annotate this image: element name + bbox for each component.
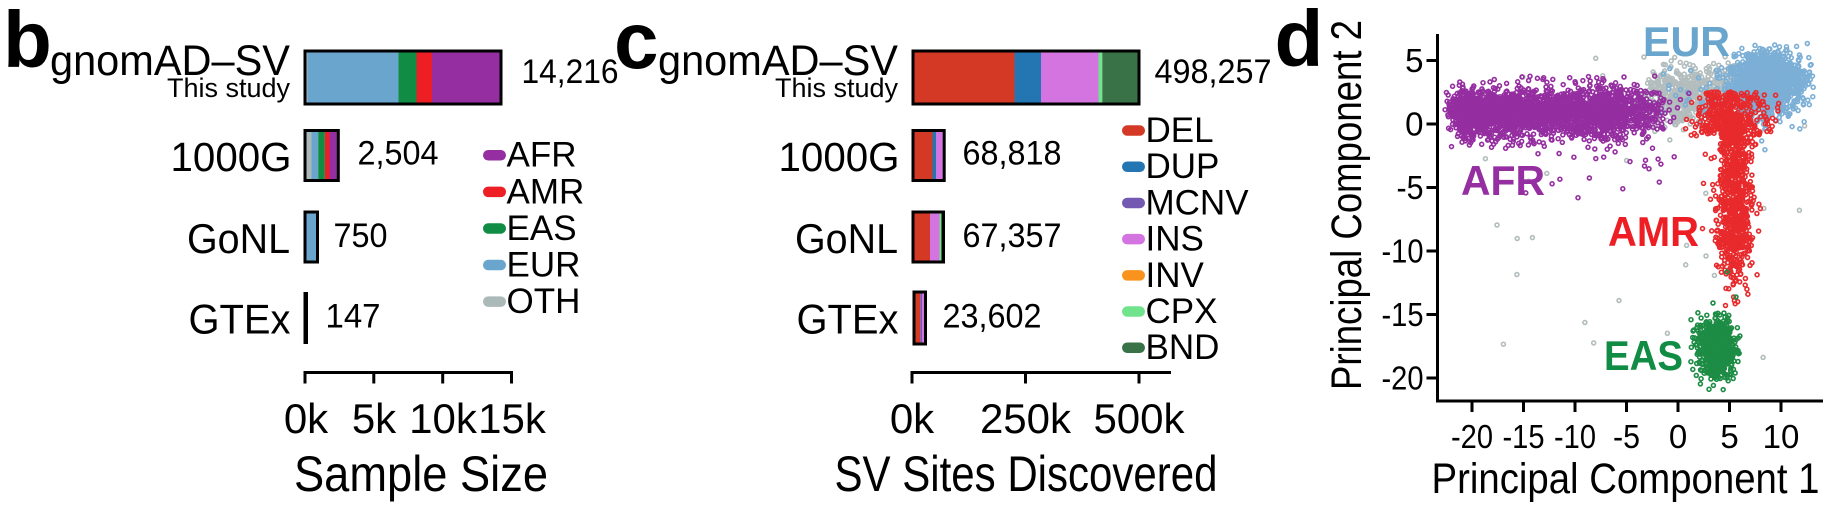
svg-text:5: 5: [1720, 418, 1738, 455]
svg-text:14,216: 14,216: [522, 53, 619, 91]
svg-text:500k: 500k: [1093, 395, 1185, 442]
svg-text:MCNV: MCNV: [1146, 183, 1250, 222]
svg-text:23,602: 23,602: [943, 298, 1042, 336]
svg-text:AMR: AMR: [507, 172, 585, 211]
svg-text:750: 750: [334, 217, 388, 255]
svg-text:SV Sites Discovered: SV Sites Discovered: [835, 446, 1218, 502]
svg-text:-10: -10: [1382, 233, 1424, 270]
svg-text:CPX: CPX: [1146, 292, 1218, 331]
svg-text:-15: -15: [1382, 296, 1424, 333]
svg-text:Sample Size: Sample Size: [294, 446, 548, 502]
svg-text:15k: 15k: [478, 395, 547, 442]
svg-text:250k: 250k: [980, 395, 1072, 442]
svg-text:GoNL: GoNL: [795, 215, 898, 262]
svg-text:1000G: 1000G: [779, 134, 900, 180]
svg-text:DEL: DEL: [1146, 111, 1214, 150]
svg-text:INV: INV: [1146, 256, 1205, 295]
svg-text:0: 0: [1405, 106, 1423, 143]
svg-text:Principal Component 1: Principal Component 1: [1432, 455, 1820, 502]
svg-text:c: c: [614, 0, 659, 85]
svg-text:b: b: [3, 0, 52, 84]
svg-text:67,357: 67,357: [963, 217, 1062, 255]
svg-text:-20: -20: [1451, 418, 1493, 455]
svg-text:-10: -10: [1554, 418, 1596, 455]
svg-text:GTEx: GTEx: [797, 296, 899, 343]
svg-text:10: 10: [1763, 418, 1800, 455]
svg-text:-5: -5: [1613, 418, 1640, 455]
svg-text:-20: -20: [1382, 360, 1424, 397]
svg-text:EUR: EUR: [507, 246, 581, 285]
svg-text:5k: 5k: [352, 395, 397, 442]
svg-text:498,257: 498,257: [1155, 53, 1272, 91]
svg-text:EAS: EAS: [507, 209, 577, 248]
svg-text:BND: BND: [1146, 328, 1220, 367]
svg-text:1000G: 1000G: [171, 134, 292, 180]
svg-text:5: 5: [1405, 42, 1423, 79]
svg-text:GTEx: GTEx: [189, 296, 291, 343]
svg-text:0k: 0k: [890, 395, 935, 442]
svg-text:This study: This study: [775, 73, 899, 103]
svg-text:d: d: [1275, 0, 1324, 83]
svg-text:INS: INS: [1146, 220, 1204, 259]
svg-text:AFR: AFR: [507, 136, 577, 175]
svg-text:DUP: DUP: [1146, 147, 1220, 186]
svg-text:10k: 10k: [409, 395, 478, 442]
svg-text:OTH: OTH: [507, 282, 581, 321]
svg-text:GoNL: GoNL: [187, 215, 290, 262]
svg-text:147: 147: [326, 298, 381, 336]
svg-text:-5: -5: [1397, 169, 1424, 206]
svg-text:This study: This study: [167, 73, 291, 103]
svg-text:0k: 0k: [284, 395, 329, 442]
svg-text:68,818: 68,818: [963, 135, 1062, 173]
svg-text:-15: -15: [1503, 418, 1545, 455]
svg-text:Principal Component 2: Principal Component 2: [1323, 20, 1370, 390]
svg-text:0: 0: [1669, 418, 1687, 455]
svg-text:2,504: 2,504: [358, 135, 439, 173]
